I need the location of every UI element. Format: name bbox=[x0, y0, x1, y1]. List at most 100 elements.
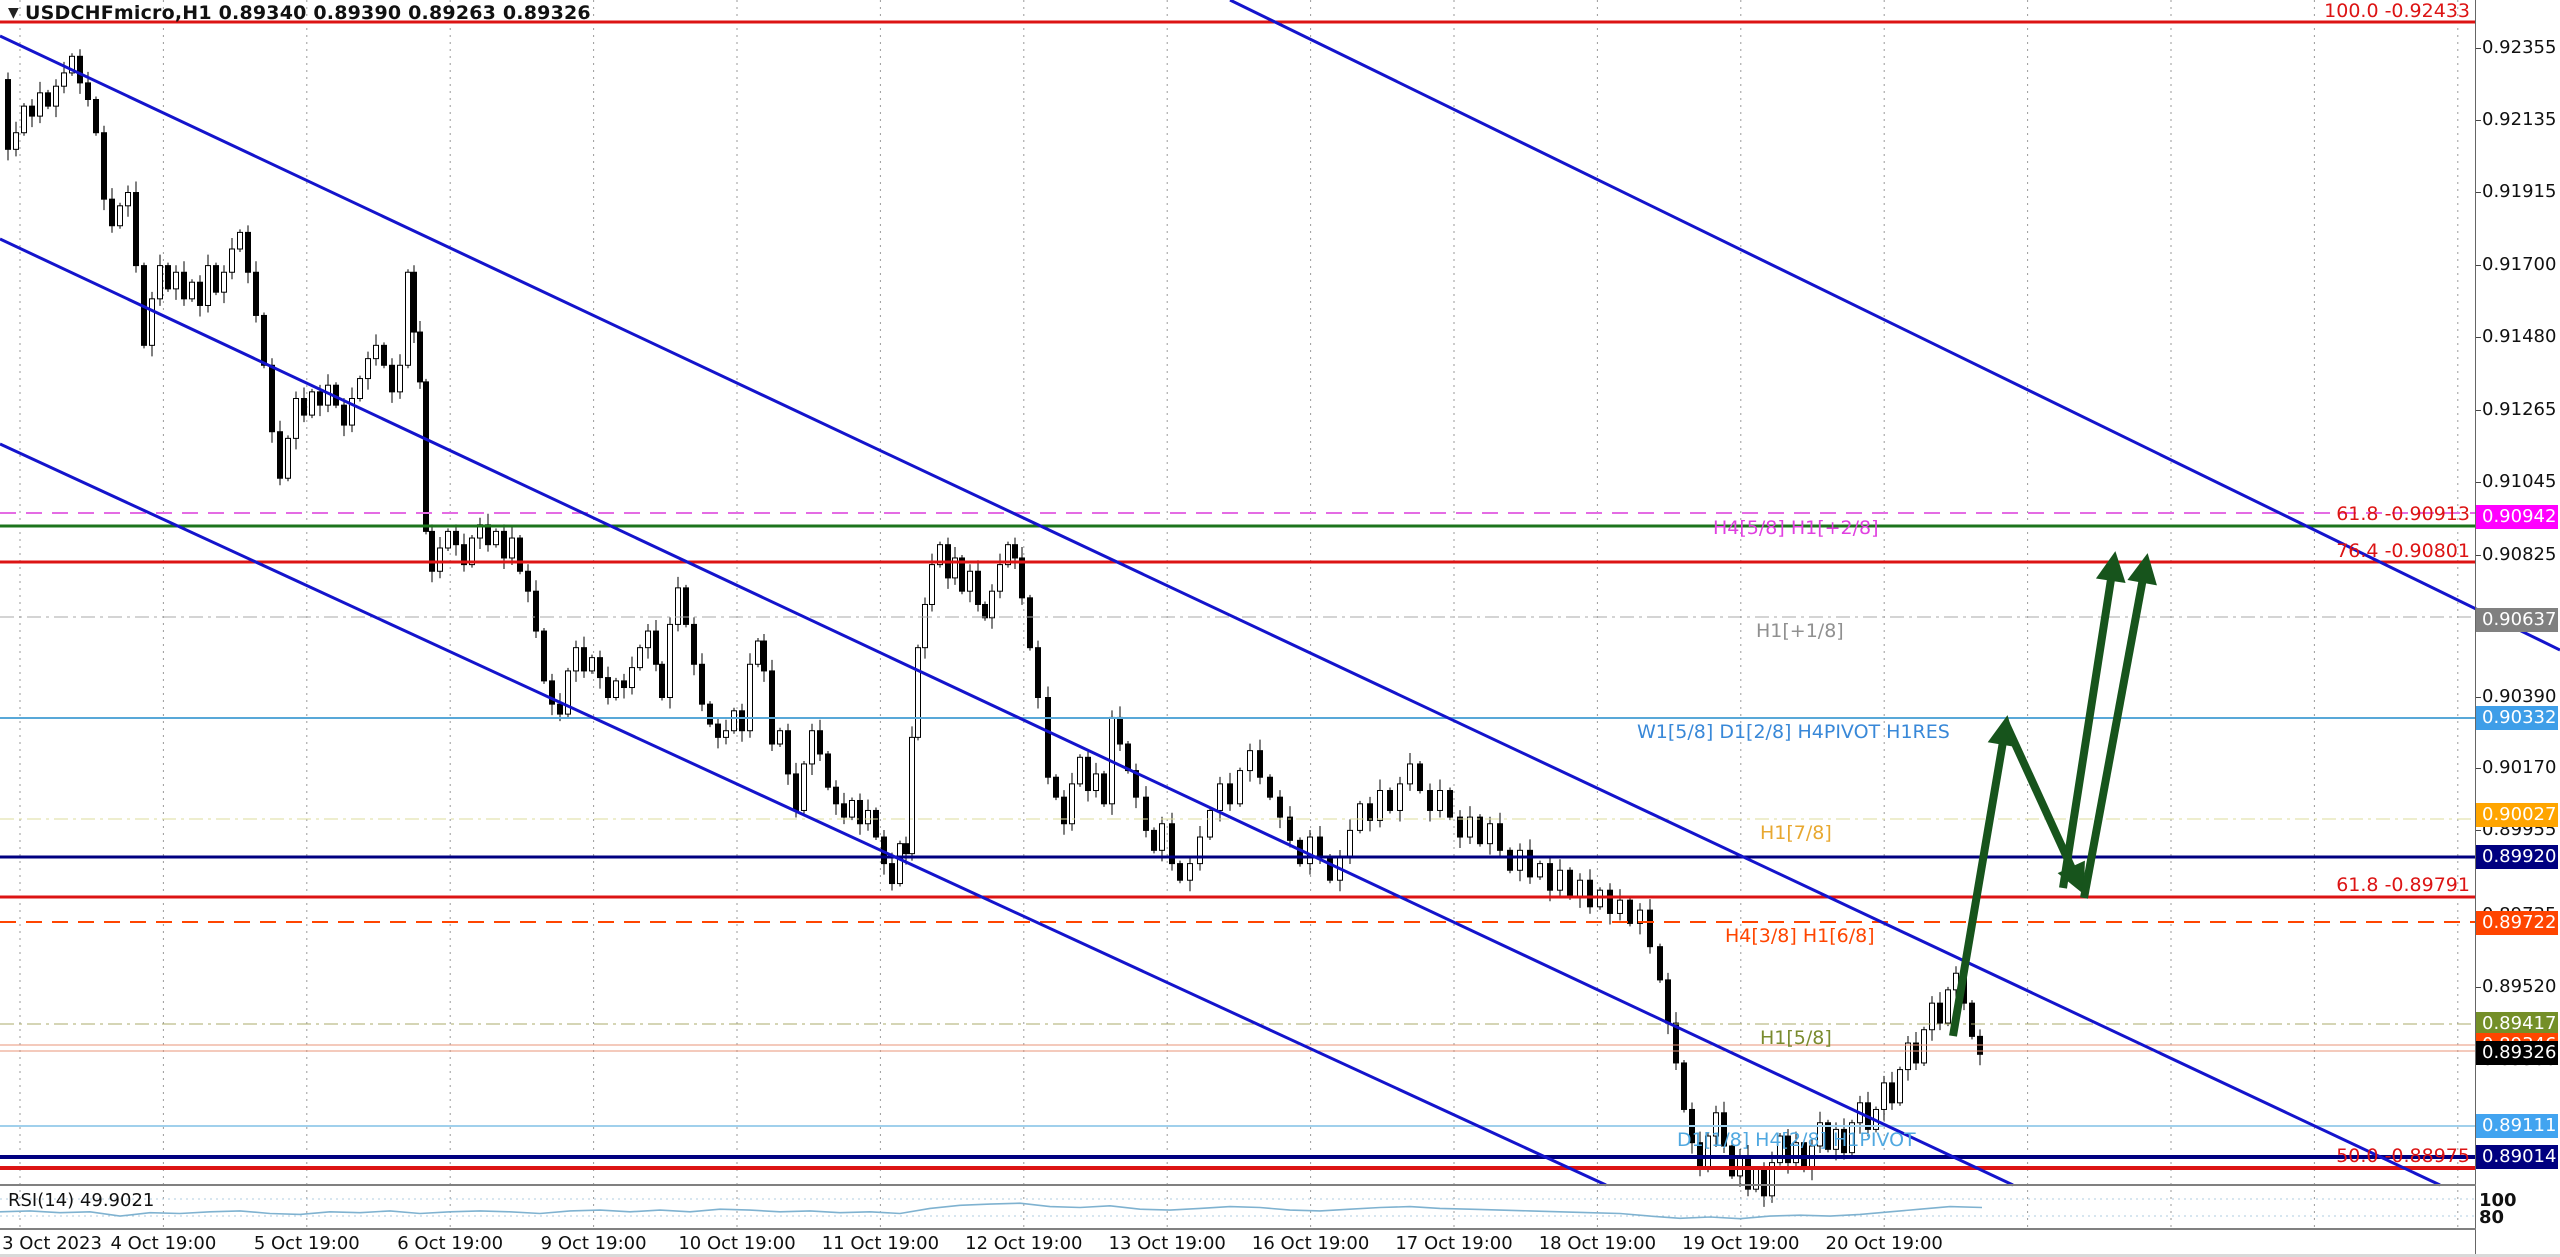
candle-bear bbox=[485, 524, 491, 546]
candle-bear bbox=[1417, 763, 1423, 792]
candle-bull bbox=[293, 397, 299, 439]
candle-bear bbox=[1477, 816, 1483, 845]
candle-bear bbox=[317, 391, 323, 406]
price-tick-mark bbox=[2475, 697, 2481, 698]
date-label: 18 Oct 19:00 bbox=[1538, 1233, 1657, 1254]
candle-bear bbox=[1085, 756, 1091, 792]
channel-lines[interactable] bbox=[0, 0, 2560, 1187]
candle-bear bbox=[1012, 544, 1018, 559]
candle-bull bbox=[149, 298, 155, 346]
candle-bear bbox=[301, 397, 307, 416]
price-tick-mark bbox=[2475, 192, 2481, 193]
candle-bull bbox=[1557, 869, 1563, 891]
rsi-indicator-label: RSI(14) 49.9021 bbox=[8, 1190, 155, 1211]
candle-bull bbox=[357, 378, 363, 399]
candle-bear bbox=[707, 703, 713, 725]
candle-bear bbox=[1101, 773, 1107, 805]
channel-trendline-2[interactable] bbox=[0, 237, 2014, 1187]
candle-bear bbox=[1673, 1022, 1679, 1064]
projection-arrows[interactable] bbox=[1949, 551, 2157, 1037]
candle-bull bbox=[989, 590, 995, 619]
projection-arrow-3[interactable] bbox=[2059, 551, 2126, 889]
murrey-h4-3-8-label: H4[3/8] H1[6/8] bbox=[1725, 925, 1875, 947]
price-tick-label: 0.91915 bbox=[2482, 181, 2557, 202]
candle-bear bbox=[605, 677, 611, 699]
candle-bull bbox=[922, 603, 928, 649]
candle-bull bbox=[493, 530, 499, 546]
candle-bear bbox=[889, 863, 895, 885]
candle-bull bbox=[1817, 1122, 1823, 1147]
candle-bear bbox=[1937, 1002, 1943, 1024]
candle-bull bbox=[801, 763, 807, 811]
candle-bear bbox=[1567, 869, 1573, 898]
candle-bull bbox=[629, 667, 635, 689]
candle-bear bbox=[1151, 829, 1157, 851]
candle-bull bbox=[909, 736, 915, 855]
date-label: 5 Oct 19:00 bbox=[253, 1233, 360, 1254]
candle-bear bbox=[453, 530, 459, 546]
candle-bear bbox=[1277, 796, 1283, 818]
candle-bull bbox=[1093, 773, 1099, 792]
rsi-window-bottom-border bbox=[0, 1228, 2476, 1230]
candle-bear bbox=[341, 404, 347, 426]
candle-bear bbox=[165, 265, 171, 290]
rsi-window-top-border[interactable] bbox=[0, 1184, 2476, 1186]
candle-bull bbox=[189, 281, 195, 300]
chart-title: ▼ USDCHFmicro,H1 0.89340 0.89390 0.89263 … bbox=[8, 2, 591, 24]
candle-bear bbox=[1133, 770, 1139, 798]
date-label: 9 Oct 19:00 bbox=[540, 1233, 647, 1254]
candle-bear bbox=[1761, 1168, 1767, 1197]
candle-bear bbox=[501, 530, 507, 559]
price-tick-mark bbox=[2475, 120, 2481, 121]
candle-bull bbox=[1077, 756, 1083, 785]
channel-trendline-3[interactable] bbox=[0, 442, 1607, 1187]
price-badge-0.89111: 0.89111 bbox=[2476, 1114, 2558, 1138]
candle-bear bbox=[1447, 790, 1453, 818]
candle-bull bbox=[1637, 909, 1643, 924]
candle-bear bbox=[1287, 816, 1293, 841]
candle-bear bbox=[691, 623, 697, 665]
candle-bull bbox=[645, 630, 651, 649]
horizontal-levels[interactable] bbox=[0, 20, 2475, 1170]
projection-arrow-1[interactable] bbox=[1949, 715, 2018, 1037]
candle-bull bbox=[1713, 1112, 1719, 1137]
fib-100-label[interactable]: 100.0 -0.92433 bbox=[2324, 0, 2470, 22]
channel-trendline-4[interactable] bbox=[1229, 0, 2560, 652]
candle-bull bbox=[1833, 1128, 1839, 1150]
candle-bear bbox=[1227, 783, 1233, 805]
candle-bear bbox=[1913, 1042, 1919, 1064]
projection-arrow-4[interactable] bbox=[2080, 553, 2157, 899]
candle-bull bbox=[865, 809, 871, 825]
candle-bull bbox=[173, 271, 179, 290]
price-tick-label: 0.91265 bbox=[2482, 399, 2557, 420]
price-badge-0.89722: 0.89722 bbox=[2476, 911, 2558, 935]
candle-bull bbox=[952, 557, 958, 579]
candle-bear bbox=[841, 803, 847, 818]
price-badge-0.90332: 0.90332 bbox=[2476, 706, 2558, 730]
price-badge-0.89326: 0.89326 bbox=[2476, 1041, 2558, 1065]
axis-border bbox=[2475, 0, 2476, 1257]
candle-bear bbox=[1607, 889, 1613, 914]
fib-61.8-high-label[interactable]: 61.8 -0.90913 bbox=[2336, 503, 2470, 525]
candle-bull bbox=[1945, 989, 1951, 1024]
candle-bear bbox=[29, 105, 35, 117]
channel-trendline-1[interactable] bbox=[0, 34, 2441, 1187]
candle-bull bbox=[589, 657, 595, 672]
fib-50-label[interactable]: 50.0 -0.88975 bbox=[2336, 1145, 2470, 1167]
candle-bear bbox=[1507, 849, 1513, 871]
candle-bull bbox=[285, 437, 291, 479]
candle-bear bbox=[1267, 776, 1273, 798]
fib-61.8-low-label[interactable]: 61.8 -0.89791 bbox=[2336, 874, 2470, 896]
candle-bull bbox=[1517, 849, 1523, 871]
candle-bull bbox=[365, 358, 371, 380]
candle-bear bbox=[833, 786, 839, 805]
candle-bull bbox=[157, 265, 163, 300]
pivot-d1-1-8-label: D1[1/8] H4[2/8] H1PIVOT bbox=[1677, 1129, 1916, 1151]
candle-bull bbox=[309, 391, 315, 416]
candle-bull bbox=[237, 231, 243, 250]
price-tick-label: 0.91700 bbox=[2482, 254, 2557, 275]
candle-bull bbox=[1407, 763, 1413, 785]
fib-76.4-label[interactable]: 76.4 -0.90801 bbox=[2336, 540, 2470, 562]
